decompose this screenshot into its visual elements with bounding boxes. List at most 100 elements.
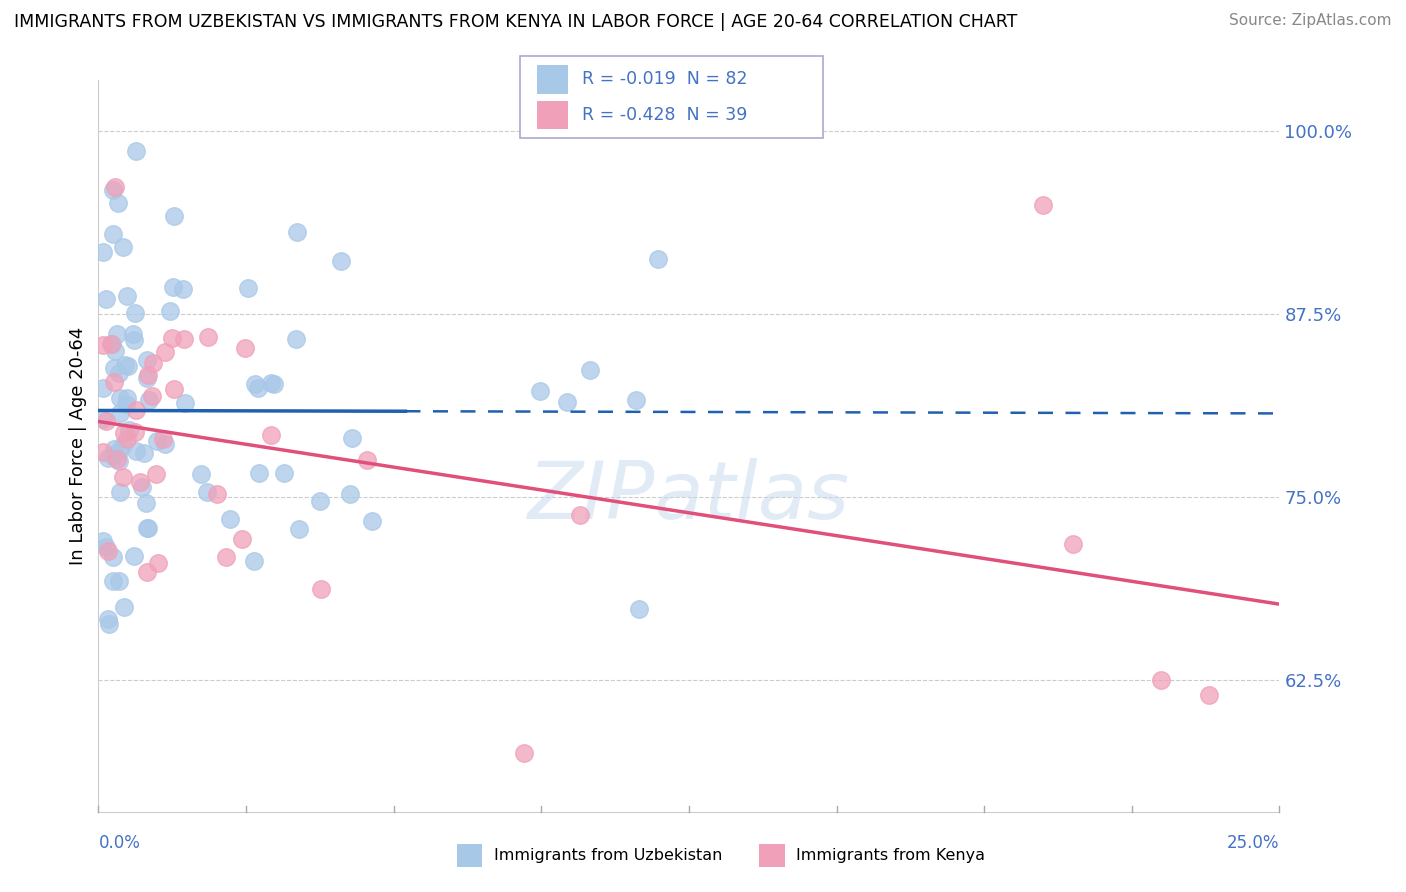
Point bbox=[104, 343, 127, 358]
Text: IMMIGRANTS FROM UZBEKISTAN VS IMMIGRANTS FROM KENYA IN LABOR FORCE | AGE 20-64 C: IMMIGRANTS FROM UZBEKISTAN VS IMMIGRANTS… bbox=[14, 13, 1018, 31]
Point bbox=[233, 341, 256, 355]
Point bbox=[1032, 197, 1054, 211]
Y-axis label: In Labor Force | Age 20-64: In Labor Force | Age 20-64 bbox=[69, 326, 87, 566]
Point bbox=[236, 281, 259, 295]
Point bbox=[174, 396, 197, 410]
Point bbox=[101, 574, 124, 589]
Point bbox=[94, 540, 117, 554]
Point bbox=[108, 392, 131, 406]
Point bbox=[1062, 536, 1084, 550]
Point bbox=[105, 451, 128, 466]
Point bbox=[190, 467, 212, 482]
Point bbox=[159, 304, 181, 318]
Point bbox=[107, 196, 129, 211]
Point bbox=[112, 600, 135, 615]
Point bbox=[107, 443, 129, 458]
Point bbox=[329, 254, 352, 268]
Point bbox=[136, 566, 159, 580]
Point bbox=[162, 383, 184, 397]
Point bbox=[153, 437, 176, 451]
Point bbox=[112, 425, 135, 440]
Text: 25.0%: 25.0% bbox=[1227, 834, 1279, 852]
Point bbox=[138, 368, 160, 382]
Point bbox=[145, 467, 167, 481]
Point bbox=[360, 514, 382, 528]
Point bbox=[91, 533, 114, 548]
Point bbox=[339, 487, 361, 501]
Point bbox=[131, 480, 153, 494]
Point bbox=[101, 183, 124, 197]
Point bbox=[647, 252, 669, 266]
Point bbox=[125, 444, 148, 458]
Point bbox=[101, 449, 124, 463]
Point bbox=[529, 384, 551, 398]
Point bbox=[197, 330, 219, 344]
Text: 0.0%: 0.0% bbox=[98, 834, 141, 852]
Point bbox=[91, 337, 114, 351]
Point bbox=[108, 453, 131, 467]
Point bbox=[579, 363, 602, 377]
Point bbox=[132, 446, 155, 460]
Point bbox=[103, 375, 125, 389]
Point bbox=[135, 495, 157, 509]
Point bbox=[114, 359, 136, 373]
Point bbox=[98, 617, 121, 632]
Point bbox=[103, 442, 125, 456]
Point bbox=[1150, 673, 1173, 687]
Point bbox=[263, 376, 285, 391]
Point bbox=[627, 602, 650, 616]
Text: R = -0.019  N = 82: R = -0.019 N = 82 bbox=[582, 70, 748, 88]
Point bbox=[115, 397, 138, 411]
Point bbox=[163, 209, 186, 223]
Point bbox=[142, 356, 165, 370]
Point bbox=[247, 467, 270, 481]
Point bbox=[243, 376, 266, 391]
Point bbox=[247, 381, 270, 395]
Point bbox=[136, 521, 159, 535]
Point bbox=[112, 240, 135, 254]
Point bbox=[129, 475, 152, 489]
Text: Source: ZipAtlas.com: Source: ZipAtlas.com bbox=[1229, 13, 1392, 29]
Point bbox=[568, 508, 591, 522]
Point bbox=[136, 521, 159, 535]
Point bbox=[101, 550, 124, 565]
Point bbox=[1198, 688, 1220, 702]
Point bbox=[146, 434, 169, 449]
Point bbox=[273, 466, 295, 480]
Point bbox=[160, 331, 183, 345]
Point bbox=[146, 556, 169, 570]
Point bbox=[340, 432, 363, 446]
Point bbox=[173, 332, 195, 346]
Point bbox=[135, 352, 157, 367]
Point bbox=[100, 336, 122, 351]
Point bbox=[555, 395, 578, 409]
Point bbox=[91, 381, 114, 395]
Point bbox=[243, 554, 266, 568]
Point bbox=[115, 289, 138, 303]
Point bbox=[153, 344, 176, 359]
Point bbox=[110, 484, 132, 499]
Text: ZIPatlas: ZIPatlas bbox=[527, 458, 851, 536]
Point bbox=[124, 306, 146, 320]
Point bbox=[309, 494, 332, 508]
Point bbox=[94, 414, 117, 428]
Point bbox=[231, 532, 253, 546]
Point bbox=[288, 522, 311, 536]
Point bbox=[118, 423, 141, 437]
Point bbox=[512, 746, 534, 760]
Point bbox=[91, 412, 114, 426]
Point bbox=[260, 376, 283, 390]
Point bbox=[152, 432, 174, 446]
Point bbox=[219, 512, 242, 526]
Point bbox=[259, 427, 281, 442]
Point bbox=[124, 333, 146, 347]
Point bbox=[124, 425, 146, 439]
Point bbox=[197, 485, 219, 500]
Point bbox=[284, 332, 307, 346]
Point bbox=[172, 283, 194, 297]
Point bbox=[94, 292, 117, 306]
Point bbox=[97, 451, 120, 466]
Point bbox=[125, 144, 148, 158]
Point bbox=[96, 544, 118, 558]
Point bbox=[285, 225, 308, 239]
